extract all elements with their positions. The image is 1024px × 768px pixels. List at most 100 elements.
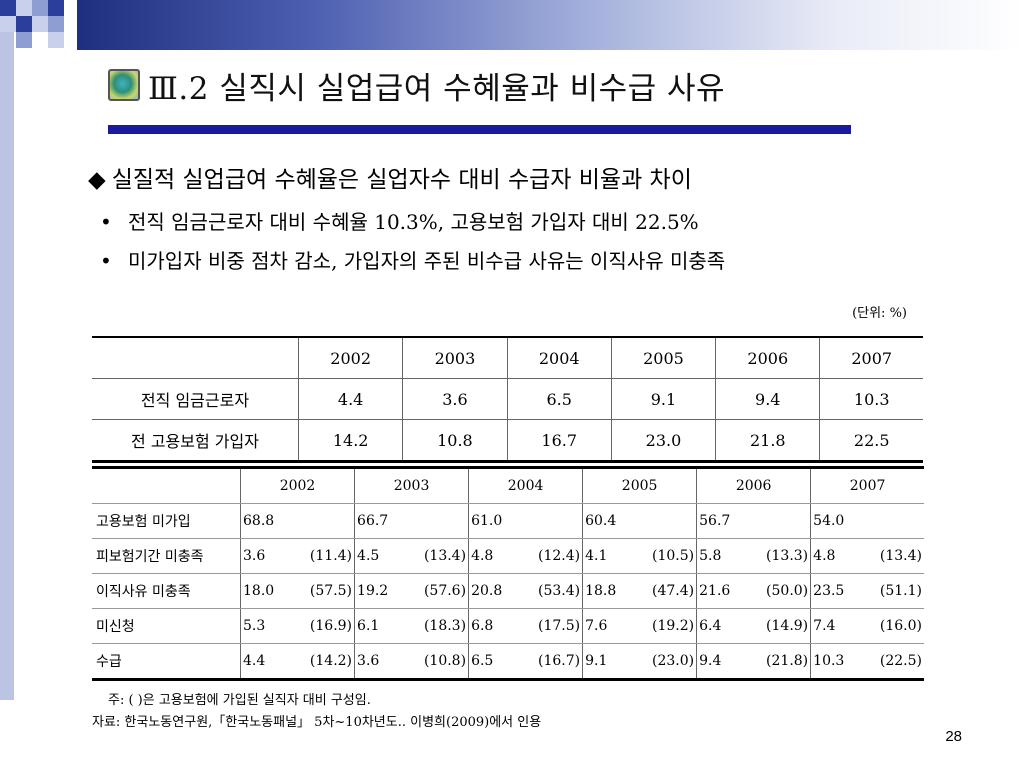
table-row: 이직사유 미충족 18.0 (57.5) 19.2 (57.6) 20.8 (53.4… — [92, 573, 924, 609]
row-label: 피보험기간 미충족 — [92, 538, 241, 574]
decor-square — [16, 16, 32, 32]
table-row: 미신청 5.3 (16.9) 6.1 (18.3) 6.8 (17.5) 7.6 (19… — [92, 608, 924, 644]
year-header: 2005 — [582, 466, 697, 504]
decor-square — [0, 16, 16, 32]
table-header-row: 2002 2003 2004 2005 2006 2007 — [92, 336, 923, 379]
table-cell: 4.4 (14.2) — [239, 643, 355, 681]
table-corner-cell — [92, 336, 299, 379]
table-cell: 6.5 (16.7) — [468, 643, 583, 681]
table-cell: 3.6 (11.4) — [239, 538, 355, 574]
table-cell: 3.6 — [402, 378, 508, 420]
table-cell: 18.8 (47.4) — [582, 573, 697, 609]
table-row: 수급 4.4 (14.2) 3.6 (10.8) 6.5 (16.7) 9.1 (23.… — [92, 643, 924, 681]
table-cell: 21.6 (50.0) — [696, 573, 811, 609]
decor-square — [32, 16, 48, 32]
sub-bullet-text: 미가입자 비중 점차 감소, 가입자의 주된 비수급 사유는 이직사유 미충족 — [128, 249, 726, 273]
decor-square — [48, 32, 64, 48]
table-cell: 10.3 (22.5) — [810, 643, 924, 681]
year-header: 2005 — [610, 336, 716, 379]
table-cell: 7.6 (19.2) — [582, 608, 697, 644]
table-cell: 23.0 — [610, 419, 716, 463]
table-cell: 10.3 — [819, 378, 923, 420]
table-cell: 4.8 (13.4) — [810, 538, 924, 574]
source-citation: 자료: 한국노동연구원,「한국노동패널」 5차~10차년도.. 이병희(2009… — [92, 715, 542, 730]
table-cell: 6.1 (18.3) — [354, 608, 469, 644]
table-cell: 4.8 (12.4) — [468, 538, 583, 574]
decor-square — [16, 0, 32, 16]
sub-bullet-text: 전직 임금근로자 대비 수혜율 10.3%, 고용보험 가입자 대비 22.5% — [128, 210, 699, 234]
year-header: 2006 — [715, 336, 820, 379]
table-cell: 7.4 (16.0) — [810, 608, 924, 644]
table-cell: 9.4 (21.8) — [696, 643, 811, 681]
table-cell: 5.3 (16.9) — [239, 608, 355, 644]
table-cell: 54.0 — [810, 503, 924, 539]
slide-title: Ⅲ.2 실직시 실업급여 수혜율과 비수급 사유 — [108, 62, 725, 108]
globe-icon — [108, 69, 140, 101]
decor-square — [0, 0, 16, 16]
benefit-rate-table: 2002 2003 2004 2005 2006 2007 전직 임금근로자 4… — [92, 336, 923, 463]
slide-title-text: Ⅲ.2 실직시 실업급여 수혜율과 비수급 사유 — [148, 70, 726, 107]
table-cell: 10.8 — [402, 419, 508, 463]
table-cell: 9.1 (23.0) — [582, 643, 697, 681]
table-cell: 5.8 (13.3) — [696, 538, 811, 574]
dot-bullet-icon: • — [100, 249, 112, 273]
table-row: 고용보험 미가입 68.8 66.7 61.0 60.4 56.7 54.0 — [92, 503, 924, 539]
table-cell: 9.1 — [610, 378, 716, 420]
table-cell: 9.4 — [715, 378, 820, 420]
table-cell: 23.5 (51.1) — [810, 573, 924, 609]
table-cell: 61.0 — [468, 503, 583, 539]
table-cell: 22.5 — [819, 419, 923, 463]
table-cell: 20.8 (53.4) — [468, 573, 583, 609]
year-header: 2004 — [468, 466, 583, 504]
table-row: 전 고용보험 가입자 14.2 10.8 16.7 23.0 21.8 22.5 — [92, 419, 923, 463]
table-cell: 3.6 (10.8) — [354, 643, 469, 681]
table-row: 전직 임금근로자 4.4 3.6 6.5 9.1 9.4 10.3 — [92, 378, 923, 420]
decor-square — [16, 32, 32, 48]
table-cell: 4.1 (10.5) — [582, 538, 697, 574]
row-label: 미신청 — [92, 608, 241, 644]
row-label: 고용보험 미가입 — [92, 503, 241, 539]
row-label: 수급 — [92, 643, 241, 681]
main-bullet: ◆ 실질적 실업급여 수혜율은 실업자수 대비 수급자 비율과 차이 — [88, 160, 692, 194]
table-cell: 18.0 (57.5) — [239, 573, 355, 609]
table-row: 피보험기간 미충족 3.6 (11.4) 4.5 (13.4) 4.8 (12.4) … — [92, 538, 924, 574]
year-header: 2002 — [239, 466, 355, 504]
year-header: 2003 — [402, 336, 508, 379]
non-receipt-reason-table: 2002 2003 2004 2005 2006 2007 고용보험 미가입 6… — [92, 466, 924, 681]
diamond-bullet-icon: ◆ — [88, 167, 106, 193]
row-label: 이직사유 미충족 — [92, 573, 241, 609]
year-header: 2007 — [819, 336, 923, 379]
year-header: 2002 — [297, 336, 403, 379]
decor-square — [48, 0, 64, 16]
sub-bullet-2: • 미가입자 비중 점차 감소, 가입자의 주된 비수급 사유는 이직사유 미충족 — [100, 245, 725, 274]
year-header: 2006 — [696, 466, 811, 504]
year-header: 2004 — [506, 336, 612, 379]
table-cell: 6.4 (14.9) — [696, 608, 811, 644]
row-label: 전직 임금근로자 — [92, 378, 299, 420]
table-cell: 21.8 — [715, 419, 820, 463]
table-cell: 4.5 (13.4) — [354, 538, 469, 574]
table-cell: 14.2 — [297, 419, 403, 463]
decor-square — [32, 0, 48, 16]
dot-bullet-icon: • — [100, 210, 112, 234]
table-cell: 56.7 — [696, 503, 811, 539]
table-header-row: 2002 2003 2004 2005 2006 2007 — [92, 466, 924, 504]
table-cell: 6.8 (17.5) — [468, 608, 583, 644]
top-gradient-band — [77, 0, 1024, 50]
table-cell: 19.2 (57.6) — [354, 573, 469, 609]
table-cell: 66.7 — [354, 503, 469, 539]
table-cell: 16.7 — [506, 419, 612, 463]
title-underline — [108, 125, 851, 134]
row-label: 전 고용보험 가입자 — [92, 419, 299, 463]
decor-square — [48, 16, 64, 32]
table-cell: 6.5 — [506, 378, 612, 420]
year-header: 2007 — [810, 466, 924, 504]
table-note: 주: ( )은 고용보험에 가입된 실직자 대비 구성임. — [108, 693, 371, 708]
table-cell: 4.4 — [297, 378, 403, 420]
table-corner-cell — [92, 466, 241, 504]
main-bullet-text: 실질적 실업급여 수혜율은 실업자수 대비 수급자 비율과 차이 — [111, 167, 692, 193]
page-number: 28 — [945, 728, 962, 745]
table-cell: 68.8 — [239, 503, 355, 539]
table-cell: 60.4 — [582, 503, 697, 539]
year-header: 2003 — [354, 466, 469, 504]
